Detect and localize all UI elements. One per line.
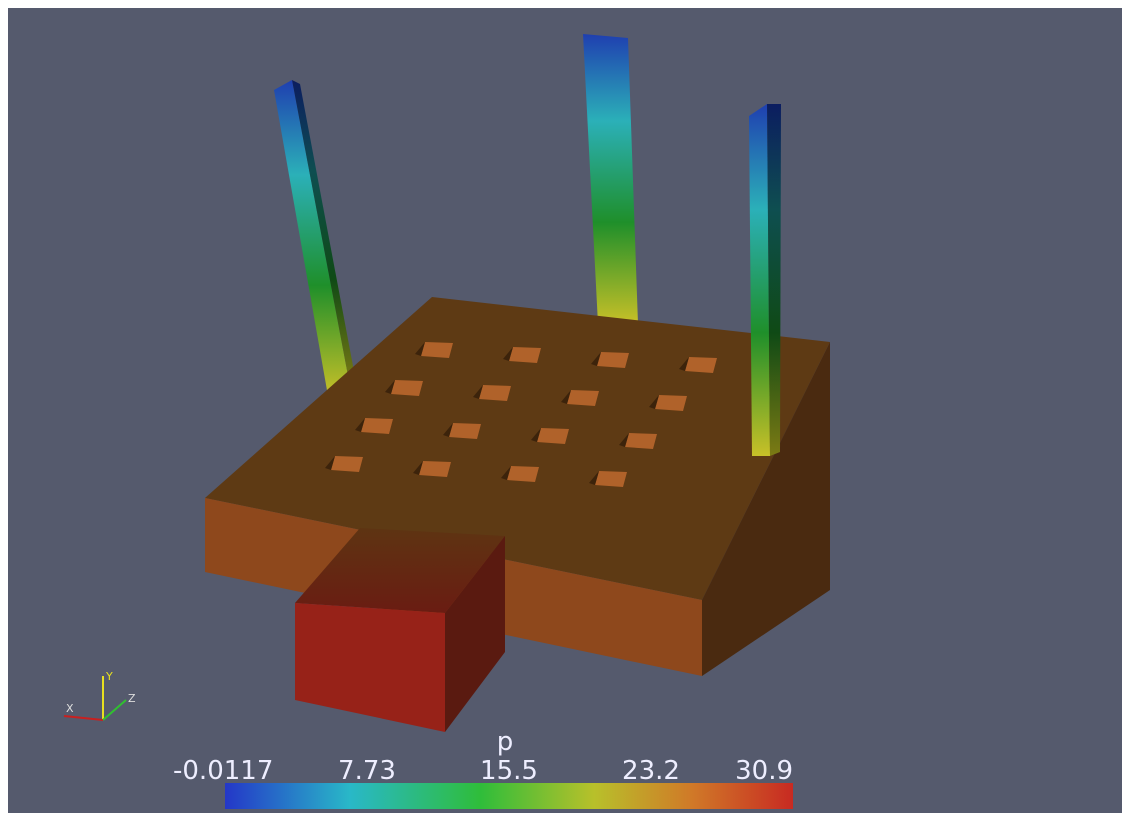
axis-y-label: Y	[105, 670, 113, 683]
colorbar-label: 23.2	[622, 756, 680, 786]
hole	[361, 418, 393, 434]
hole	[419, 461, 451, 477]
hole	[567, 390, 599, 406]
colorbar-label: 15.5	[480, 756, 538, 786]
hole	[685, 357, 717, 373]
axis-z-label: Z	[128, 692, 136, 705]
render-view: Y X Z p -0.0117 7.73 15.5 23.2 30.9	[0, 0, 1130, 821]
hole	[655, 395, 687, 411]
hole	[595, 471, 627, 487]
colorbar-label: 30.9	[735, 756, 793, 786]
colorbar-label: 7.73	[338, 756, 396, 786]
colorbar-title: p	[497, 727, 514, 757]
axis-x-label: X	[66, 702, 74, 715]
hole	[507, 466, 539, 482]
hole	[391, 380, 423, 396]
hole	[331, 456, 363, 472]
hole	[597, 352, 629, 368]
hole	[537, 428, 569, 444]
colorbar-gradient	[225, 783, 793, 809]
hole	[449, 423, 481, 439]
hole	[625, 433, 657, 449]
hole	[421, 342, 453, 358]
page: Y X Z p -0.01177.7315.523.230.9 (() => {…	[0, 0, 1130, 821]
colorbar-label: -0.0117	[173, 756, 273, 786]
pillar-right	[749, 104, 781, 456]
hole	[509, 347, 541, 363]
hole	[479, 385, 511, 401]
